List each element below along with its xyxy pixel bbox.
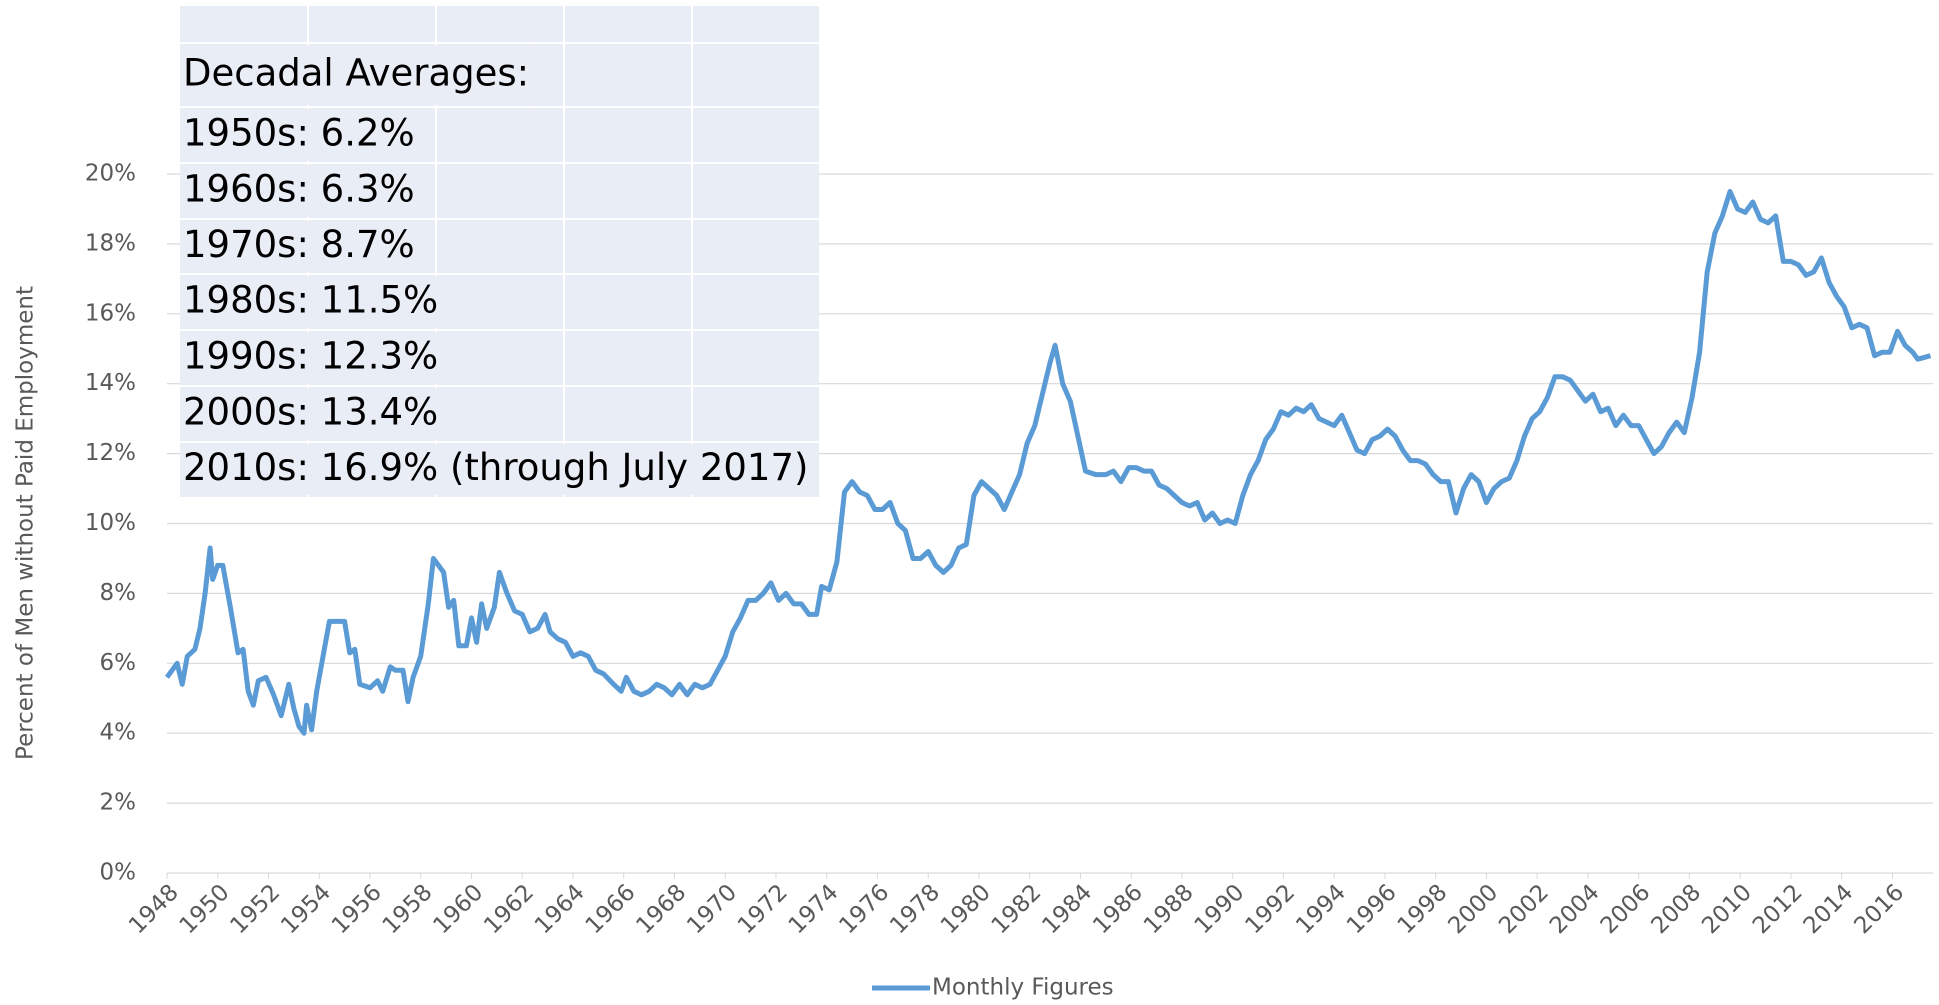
annotation-row-bg bbox=[182, 221, 418, 272]
x-tick-label: 1962 bbox=[479, 879, 539, 939]
x-tick-label: 2002 bbox=[1494, 879, 1554, 939]
legend-label: Monthly Figures bbox=[932, 975, 1114, 1001]
x-tick-label: 2006 bbox=[1596, 879, 1656, 939]
x-tick-label: 1960 bbox=[429, 879, 489, 939]
annotation-text: 1960s: 6.3% bbox=[183, 168, 415, 211]
y-tick-label: 8% bbox=[100, 580, 137, 606]
x-tick-label: 1980 bbox=[936, 879, 996, 939]
x-tick-label: 1988 bbox=[1139, 879, 1199, 939]
y-tick-label: 18% bbox=[85, 230, 136, 256]
y-tick-label: 14% bbox=[85, 370, 136, 396]
x-tick-label: 2012 bbox=[1748, 879, 1808, 939]
x-tick-label: 2010 bbox=[1697, 879, 1757, 939]
y-tick-label: 16% bbox=[85, 300, 136, 326]
x-tick-label: 1982 bbox=[987, 879, 1047, 939]
y-tick-label: 6% bbox=[100, 650, 137, 676]
x-tick-label: 1966 bbox=[581, 879, 641, 939]
x-tick-label: 1996 bbox=[1342, 879, 1402, 939]
annotation-row-bg bbox=[182, 388, 442, 440]
x-tick-label: 2016 bbox=[1849, 879, 1909, 939]
x-tick-label: 2014 bbox=[1799, 879, 1859, 939]
y-axis-label: Percent of Men without Paid Employment bbox=[13, 286, 39, 760]
annotation-text: 1970s: 8.7% bbox=[183, 223, 415, 266]
x-tick-label: 2008 bbox=[1646, 879, 1706, 939]
annotation-text: 2000s: 13.4% bbox=[183, 391, 438, 434]
annotation-row-bg bbox=[182, 109, 418, 161]
x-tick-label: 1992 bbox=[1240, 879, 1300, 939]
annotation-row-bg bbox=[182, 332, 442, 384]
annotation-row-bg bbox=[182, 45, 533, 105]
annotation-text: 2010s: 16.9% (through July 2017) bbox=[183, 446, 808, 489]
annotation-row-bg bbox=[182, 276, 442, 328]
x-tick-label: 1990 bbox=[1190, 879, 1250, 939]
annotation-text: 1980s: 11.5% bbox=[183, 279, 438, 322]
annotation-box: Decadal Averages: 1950s: 6.2% 1960s: 6.3% 1… bbox=[180, 6, 819, 497]
x-tick-label: 1972 bbox=[733, 879, 793, 939]
x-tick-label: 1984 bbox=[1038, 879, 1098, 939]
annotation-text: 1990s: 12.3% bbox=[183, 335, 438, 378]
x-tick-label: 1950 bbox=[175, 879, 235, 939]
x-tick-label: 1956 bbox=[327, 879, 387, 939]
y-tick-label: 10% bbox=[85, 510, 136, 536]
annotation-row-bg bbox=[182, 444, 812, 495]
x-tick-label: 1976 bbox=[835, 879, 895, 939]
y-tick-label: 4% bbox=[100, 720, 137, 746]
data-line bbox=[164, 189, 1932, 736]
x-tick-label: 1952 bbox=[226, 879, 286, 939]
x-tick-label: 2000 bbox=[1443, 879, 1503, 939]
x-tick-label: 1958 bbox=[378, 879, 438, 939]
x-tick-label: 1998 bbox=[1393, 879, 1453, 939]
x-tick-label: 2004 bbox=[1545, 879, 1605, 939]
annotation-text: 1950s: 6.2% bbox=[183, 112, 415, 155]
x-tick-label: 1986 bbox=[1088, 879, 1148, 939]
y-tick-label: 2% bbox=[100, 790, 137, 816]
x-tick-label: 1954 bbox=[276, 879, 336, 939]
x-tick-label: 1970 bbox=[682, 879, 742, 939]
x-tick-label: 1994 bbox=[1291, 879, 1351, 939]
x-tick-label: 1974 bbox=[784, 879, 844, 939]
annotation-text: Decadal Averages: bbox=[183, 52, 529, 95]
y-tick-label: 12% bbox=[85, 440, 136, 466]
x-tick-label: 1968 bbox=[632, 879, 692, 939]
x-tick-label: 1964 bbox=[530, 879, 590, 939]
annotation-row-bg bbox=[182, 165, 418, 217]
y-tick-label: 20% bbox=[85, 161, 136, 187]
y-tick-label: 0% bbox=[100, 860, 137, 886]
x-tick-label: 1948 bbox=[124, 879, 184, 939]
x-tick-label: 1978 bbox=[885, 879, 945, 939]
